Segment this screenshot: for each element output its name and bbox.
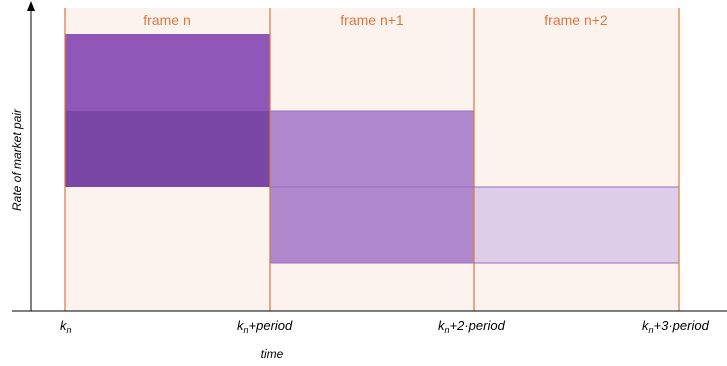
frame-bg-n2 [474, 8, 679, 311]
block-frame-n1-upper [269, 110, 475, 188]
block-frame-n-upper [65, 34, 270, 111]
frame-label-n2: frame n+2 [544, 12, 608, 28]
block-frame-n1-lower [269, 186, 475, 264]
frame-label-n1: frame n+1 [340, 12, 404, 28]
x-axis-label: time [261, 347, 284, 361]
frame-label-n: frame n [143, 12, 190, 28]
block-frame-n2 [473, 186, 680, 264]
x-tick-label-2: kn+2·period [438, 318, 506, 335]
x-tick-label-0: kn [60, 318, 72, 335]
x-tick-label-1: kn+period [237, 318, 293, 335]
block-frame-n-lower [65, 111, 270, 187]
y-axis-label: Rate of market pair [10, 108, 24, 211]
y-axis-arrow [27, 1, 35, 11]
x-tick-label-3: kn+3·period [642, 318, 710, 335]
